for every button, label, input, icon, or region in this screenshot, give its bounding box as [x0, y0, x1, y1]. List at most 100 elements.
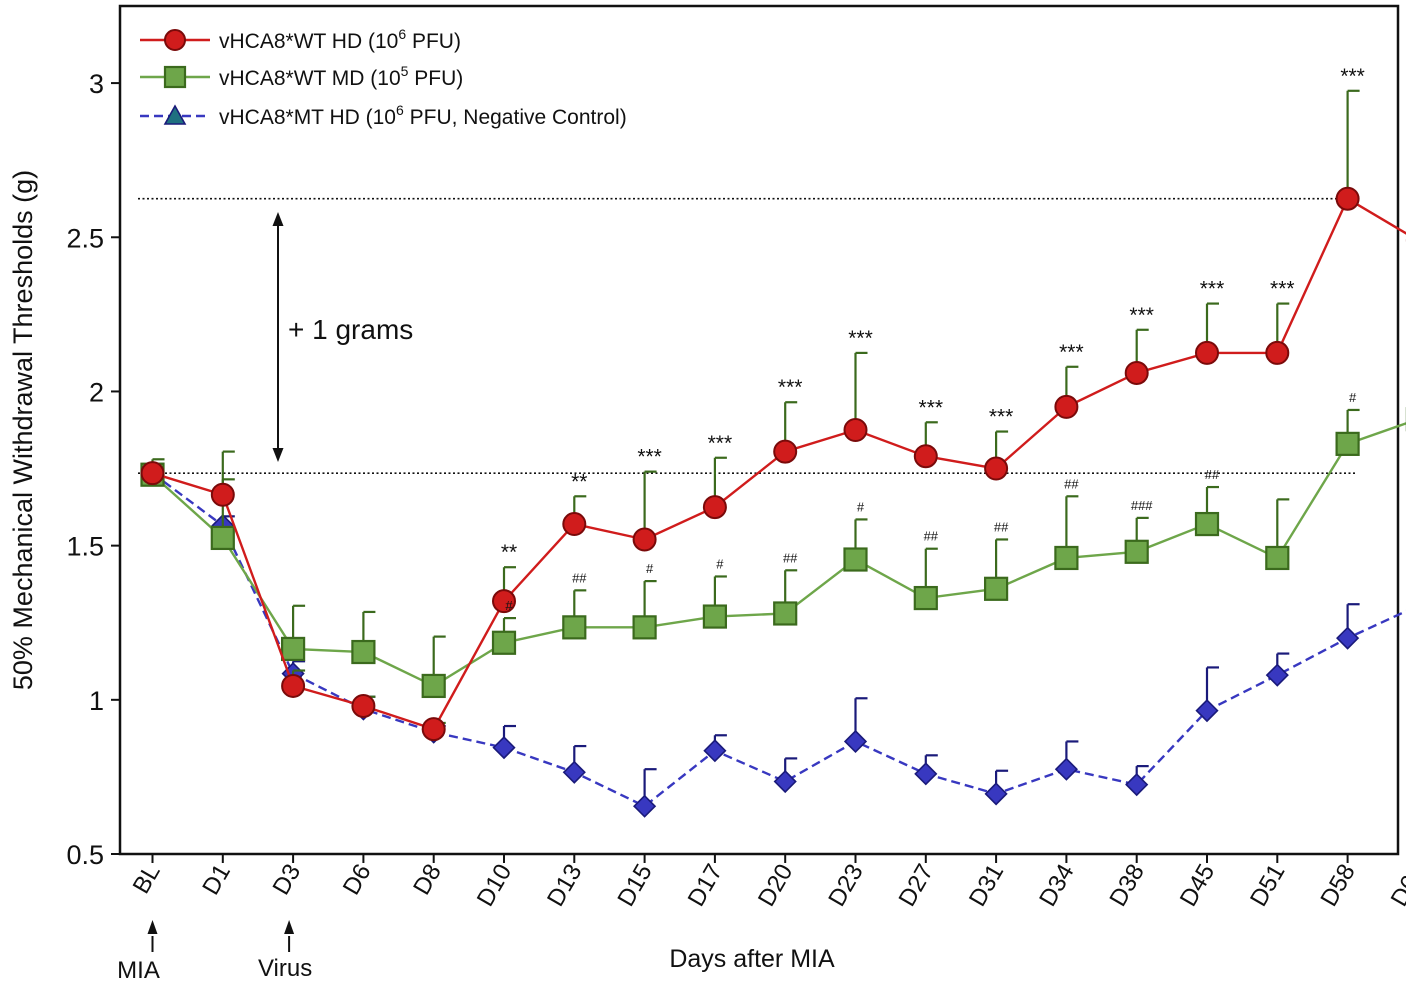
significance-star: *** — [989, 406, 1014, 429]
legend-marker — [164, 29, 186, 51]
significance-star: ** — [501, 541, 517, 564]
legend-label-text: vHCA8*WT HD (10 — [219, 30, 398, 53]
virus-arrow — [284, 920, 295, 952]
data-point — [773, 769, 797, 794]
data-point — [702, 495, 727, 520]
y-tick-label: 0.5 — [66, 840, 104, 870]
legend-label: vHCA8*WT MD (105 PFU) — [219, 63, 463, 90]
data-point — [1054, 394, 1079, 419]
significance-layer: ****************************************… — [501, 65, 1365, 613]
x-tick-label: D45 — [1175, 860, 1220, 912]
data-point — [983, 576, 1009, 601]
legend-label-tail: PFU) — [406, 30, 461, 53]
data-point — [210, 525, 235, 551]
data-point — [492, 589, 516, 614]
y-tick-label: 2 — [89, 377, 104, 407]
data-point — [702, 604, 728, 629]
data-point — [492, 736, 516, 760]
legend: vHCA8*WT HD (106 PFU)vHCA8*WT MD (105 PF… — [140, 26, 627, 129]
data-point — [281, 636, 306, 662]
data-point — [562, 615, 587, 640]
x-axis: BL D1 D3 D6 D8 D10 D13 D15 D17 D20 D23 D27 D31 D34 D38… — [128, 854, 1406, 911]
data-point — [773, 439, 798, 464]
x-tick-label: D38 — [1104, 860, 1149, 912]
reference-lines — [138, 197, 1356, 474]
legend-label-sup: 6 — [398, 26, 406, 42]
significance-star: *** — [778, 376, 803, 399]
data-point — [421, 673, 446, 699]
y-tick-label: 2.5 — [66, 223, 104, 253]
y-axis-title: 50% Mechanical Withdrawal Thresholds (g) — [8, 170, 38, 690]
virus-label: Virus — [258, 955, 312, 982]
x-tick-label: D6 — [338, 860, 377, 900]
data-point — [632, 615, 657, 640]
data-point — [1125, 773, 1149, 797]
data-point — [984, 782, 1008, 806]
mia-arrow — [147, 920, 158, 952]
significance-star: *** — [1270, 278, 1295, 301]
legend-label-sup: 6 — [396, 102, 404, 118]
significance-star: *** — [1129, 304, 1154, 327]
data-point — [632, 527, 657, 552]
x-tick-label: D10 — [472, 860, 517, 912]
data-point — [1265, 545, 1290, 571]
data-point — [562, 760, 586, 784]
significance-star: ** — [571, 470, 587, 493]
significance-star: *** — [708, 432, 733, 455]
x-tick-label: BL — [128, 860, 166, 899]
y-tick-label: 1 — [89, 686, 104, 716]
difference-arrow — [272, 212, 284, 462]
series-layer — [140, 89, 1406, 818]
data-point — [703, 739, 727, 763]
x-tick-label: D23 — [823, 860, 868, 912]
legend-label-tail: PFU, Negative Control) — [404, 106, 627, 129]
significance-star: *** — [919, 396, 944, 419]
legend-label: vHCA8*MT HD (106 PFU, Negative Control) — [219, 102, 627, 129]
series-0 — [140, 89, 1406, 742]
x-tick-label: D34 — [1034, 860, 1079, 912]
x-tick-label: D13 — [542, 860, 587, 912]
data-point — [1335, 431, 1360, 456]
x-tick-label: D15 — [612, 860, 657, 912]
y-tick-label: 1.5 — [66, 532, 104, 562]
data-point — [1124, 539, 1149, 564]
legend-item-0: vHCA8*WT HD (106 PFU) — [140, 26, 461, 53]
data-point — [914, 762, 938, 786]
data-point — [210, 482, 235, 507]
x-tick-label: D51 — [1245, 860, 1290, 912]
x-axis-title: Days after MIA — [669, 945, 835, 973]
legend-item-1: vHCA8*WT MD (105 PFU) — [140, 63, 463, 90]
legend-marker — [163, 104, 187, 125]
legend-marker — [163, 65, 187, 89]
significance-hash: # — [857, 499, 865, 514]
data-point — [913, 444, 938, 469]
significance-star: *** — [848, 327, 873, 350]
x-tick-label: D17 — [683, 860, 728, 912]
data-point — [984, 456, 1009, 481]
significance-hash: ## — [994, 519, 1009, 534]
significance-hash: # — [505, 598, 513, 613]
data-point — [843, 418, 868, 442]
significance-hash: ## — [924, 529, 939, 544]
plot-frame — [118, 4, 1400, 856]
data-point — [140, 461, 165, 486]
data-point — [1336, 626, 1360, 650]
data-point — [281, 673, 306, 698]
significance-hash: # — [1349, 390, 1357, 405]
legend-label-text: vHCA8*WT MD (10 — [219, 67, 401, 90]
data-point — [1195, 699, 1219, 723]
legend-label-sup: 5 — [401, 63, 409, 79]
data-point — [1054, 757, 1078, 781]
series-1 — [140, 407, 1406, 699]
x-tick-label: D65 — [1386, 860, 1406, 912]
significance-star: *** — [637, 446, 662, 469]
legend-item-2: vHCA8*MT HD (106 PFU, Negative Control) — [140, 102, 627, 129]
significance-star: *** — [1059, 341, 1084, 364]
data-point — [633, 794, 657, 818]
significance-hash: ## — [783, 550, 798, 565]
legend-label-text: vHCA8*MT HD (10 — [219, 106, 396, 129]
significance-star: *** — [1200, 278, 1225, 301]
data-point — [1124, 360, 1149, 385]
x-tick-label: D20 — [753, 860, 798, 912]
